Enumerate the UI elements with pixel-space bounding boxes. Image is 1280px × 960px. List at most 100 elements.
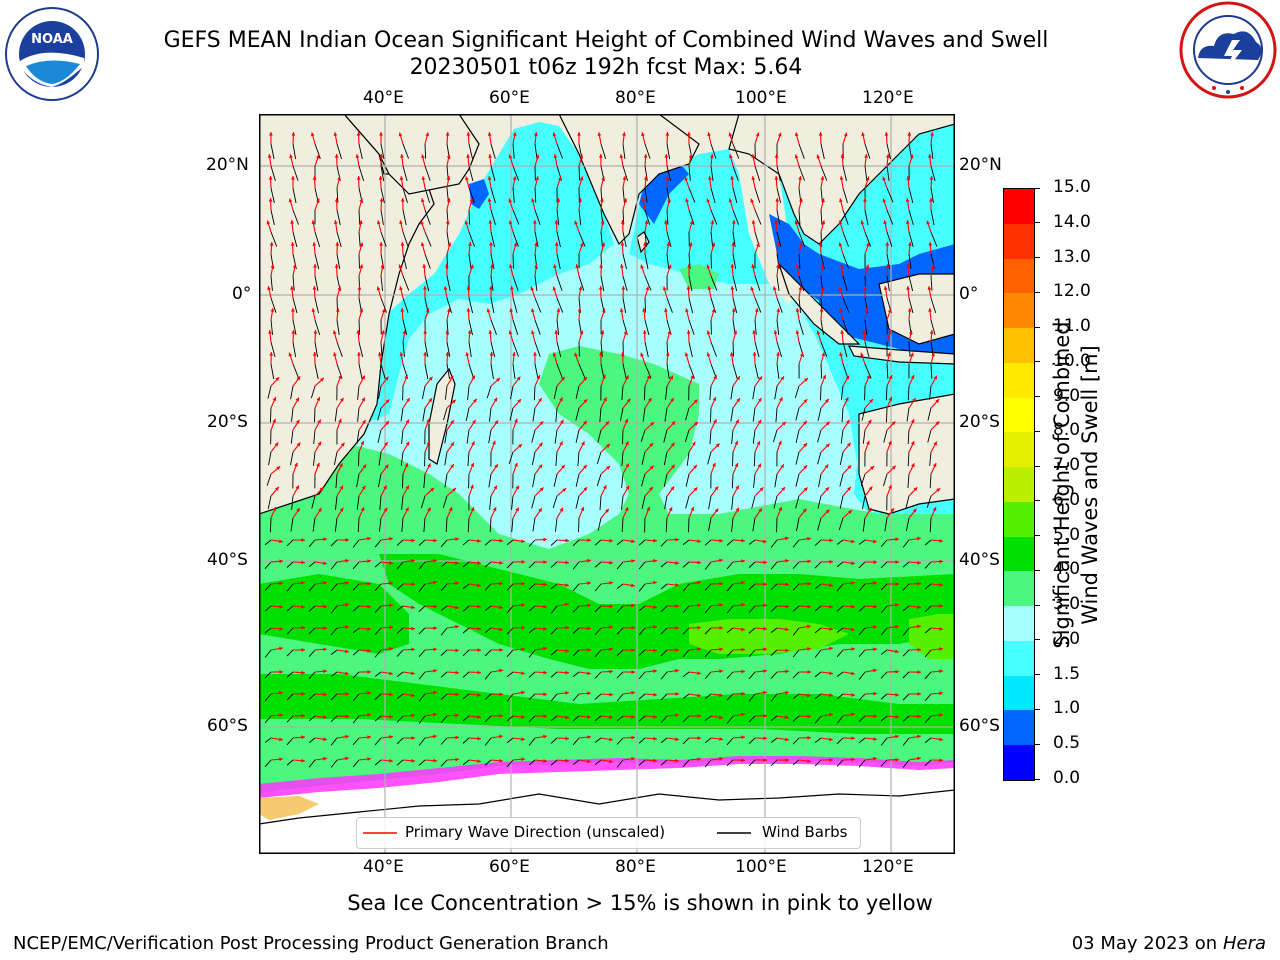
lat-tick-left-60s: 60°S [207, 716, 248, 736]
wave-arrow-head [311, 220, 316, 225]
wind-barb [880, 561, 888, 569]
wave-arrow-head [521, 737, 525, 742]
wave-arrow-head [697, 560, 701, 565]
wave-arrow-head [719, 538, 723, 543]
wind-barb [597, 517, 602, 531]
wave-arrow-head [912, 508, 917, 513]
wave-arrow-head [905, 198, 910, 202]
wave-arrow-head [301, 560, 305, 565]
wind-barb [726, 605, 734, 614]
wind-barb [754, 341, 760, 358]
wave-arrow-head [870, 466, 875, 470]
wind-barb [270, 165, 276, 182]
wind-barb [836, 649, 844, 658]
wave-arrow-head [741, 559, 745, 564]
wave-arrow-head [935, 399, 940, 404]
wave-arrow-head [312, 286, 317, 290]
wave-arrow-head [829, 737, 833, 742]
wind-barb [314, 319, 321, 335]
wave-arrow-head [295, 485, 299, 490]
wave-arrow-head [707, 286, 712, 291]
wind-barb [770, 583, 778, 590]
wave-arrow-head [910, 441, 915, 446]
wind-barb [770, 627, 778, 634]
wind-barb [929, 451, 932, 466]
wave-arrow-head [795, 330, 800, 334]
wind-barb [572, 583, 580, 592]
wind-barb [596, 451, 602, 465]
wind-barb [314, 297, 319, 314]
wind-barb [665, 385, 668, 400]
wave-arrow-head [345, 581, 349, 585]
wave-arrow-head [587, 715, 591, 719]
wave-arrow-head [496, 378, 500, 382]
wind-barb [776, 319, 780, 335]
wave-arrow-head [640, 264, 645, 269]
wind-barb [572, 671, 580, 678]
wave-arrow-head [565, 602, 569, 607]
wind-barb [380, 297, 387, 313]
wave-arrow-head [741, 712, 745, 717]
wind-barb [550, 693, 558, 702]
wind-barb [402, 165, 408, 182]
wave-arrow-head [543, 627, 547, 631]
wave-arrow-head [917, 670, 921, 675]
wind-barb [374, 583, 382, 592]
wind-barb [885, 385, 888, 401]
wind-barb [858, 715, 866, 723]
wind-barb [880, 737, 888, 746]
wave-arrow-head [867, 419, 872, 424]
wave-arrow-head [932, 507, 937, 512]
wave-arrow-head [666, 242, 671, 246]
wave-arrow-head [426, 440, 431, 445]
wind-barb [840, 429, 844, 444]
wave-arrow-head [807, 735, 811, 740]
wave-arrow-head [798, 176, 803, 180]
wave-arrow-head [487, 176, 492, 180]
colorbar-tick [1034, 257, 1040, 259]
wave-arrow-head [752, 352, 757, 356]
wind-barb [264, 759, 272, 768]
wind-barb [685, 407, 690, 421]
wave-arrow-head [927, 286, 932, 291]
wave-arrow-head [653, 559, 657, 563]
wave-arrow-head [824, 464, 829, 469]
wave-arrow-head [587, 581, 591, 586]
wave-arrow-head [543, 537, 547, 542]
wind-barb [644, 187, 648, 204]
wind-barb [468, 143, 473, 160]
wind-barb [770, 759, 778, 767]
wave-arrow-head [775, 198, 780, 202]
wave-arrow-head [928, 154, 932, 158]
wave-arrow-head [472, 419, 476, 424]
wave-arrow-head [400, 308, 405, 312]
sea-ice-edge [259, 756, 955, 798]
wave-arrow-head [851, 712, 855, 717]
wind-barb [886, 407, 888, 423]
wind-barb [424, 231, 432, 247]
wave-arrow-head [931, 264, 935, 269]
wind-barb [773, 495, 778, 509]
wind-barb [838, 517, 844, 531]
wind-barb [907, 385, 910, 401]
wave-arrow-head [631, 690, 635, 695]
wind-barb [552, 495, 558, 508]
wave-arrow-head [939, 582, 943, 587]
wind-barb [638, 605, 646, 612]
wind-barb [377, 407, 382, 421]
wave-arrow-head [807, 604, 811, 609]
wave-arrow-head [741, 580, 745, 585]
wind-barb [269, 407, 272, 423]
wind-barb [402, 319, 408, 336]
wave-arrow-head [543, 646, 547, 651]
wind-barb [572, 649, 580, 657]
colorbar-band [1004, 675, 1034, 711]
wind-barb [594, 671, 602, 679]
wind-barb [424, 363, 429, 380]
wave-arrow-head [719, 581, 723, 586]
wind-barb [556, 231, 561, 248]
colorbar-band [1004, 467, 1034, 502]
wave-arrow-head [423, 330, 428, 334]
wave-arrow-head [888, 440, 892, 445]
wind-barb [704, 649, 712, 658]
